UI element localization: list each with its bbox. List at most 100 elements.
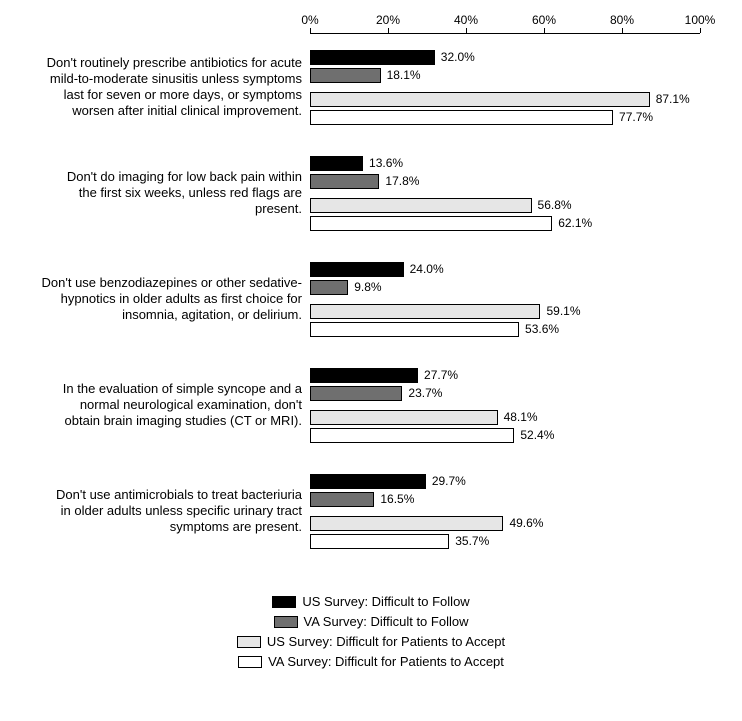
bar [310, 428, 514, 443]
axis-tick-label: 20% [376, 13, 400, 27]
bar-value-label: 24.0% [410, 262, 444, 276]
legend-item: VA Survey: Difficult to Follow [274, 614, 469, 629]
bar [310, 322, 519, 337]
bar-value-label: 49.6% [509, 516, 543, 530]
category-row: Don't use antimicrobials to treat bacter… [10, 458, 310, 564]
bar [310, 474, 426, 489]
bar [310, 50, 435, 65]
bar-row: 87.1% [310, 90, 690, 108]
bar-group: 27.7% 23.7% 48.1% 52.4% [310, 352, 700, 458]
bar [310, 516, 503, 531]
category-label: In the evaluation of simple syncope and … [10, 381, 310, 430]
bar [310, 534, 449, 549]
legend-label: US Survey: Difficult to Follow [302, 594, 469, 609]
bar-row: 35.7% [310, 532, 489, 550]
axis-tick-label: 0% [301, 13, 318, 27]
bar-value-label: 29.7% [432, 474, 466, 488]
bar-row: 56.8% [310, 196, 572, 214]
bar-value-label: 87.1% [656, 92, 690, 106]
bar-value-label: 59.1% [546, 304, 580, 318]
bar-row: 16.5% [310, 490, 414, 508]
bar-row: 48.1% [310, 408, 538, 426]
bar-groups: 32.0% 18.1% 87.1%77.7% 13.6% 17.8% 56.8% 62.1%… [310, 34, 700, 564]
category-label: Don't use benzodiazepines or other sedat… [10, 275, 310, 324]
bar-value-label: 23.7% [408, 386, 442, 400]
bar-row: 49.6% [310, 514, 543, 532]
legend-swatch [237, 636, 261, 648]
bar [310, 68, 381, 83]
bar-row: 9.8% [310, 278, 382, 296]
bar-row: 18.1% [310, 66, 421, 84]
axis-tick [700, 28, 701, 33]
axis-tick-label: 80% [610, 13, 634, 27]
bar-value-label: 18.1% [387, 68, 421, 82]
bar-value-label: 17.8% [385, 174, 419, 188]
legend-swatch [238, 656, 262, 668]
bar-row: 29.7% [310, 472, 466, 490]
bar [310, 410, 498, 425]
bar [310, 386, 402, 401]
legend-label: VA Survey: Difficult to Follow [304, 614, 469, 629]
bar [310, 216, 552, 231]
bar [310, 368, 418, 383]
bar [310, 280, 348, 295]
bar-value-label: 77.7% [619, 110, 653, 124]
axis-tick-label: 60% [532, 13, 556, 27]
bar-row: 23.7% [310, 384, 442, 402]
category-label: Don't do imaging for low back pain withi… [10, 169, 310, 218]
category-label: Don't use antimicrobials to treat bacter… [10, 487, 310, 536]
legend-item: US Survey: Difficult for Patients to Acc… [237, 634, 505, 649]
bar-value-label: 62.1% [558, 216, 592, 230]
bar [310, 110, 613, 125]
bar-row: 59.1% [310, 302, 581, 320]
legend-label: VA Survey: Difficult for Patients to Acc… [268, 654, 504, 669]
bar-group: 13.6% 17.8% 56.8% 62.1% [310, 140, 700, 246]
bar-value-label: 53.6% [525, 322, 559, 336]
bar-value-label: 48.1% [504, 410, 538, 424]
x-axis: 0%20%40%60%80%100% [310, 10, 700, 34]
category-labels-column: Don't routinely prescribe antibiotics fo… [10, 34, 310, 564]
bar-row: 27.7% [310, 366, 458, 384]
plot-area: Don't routinely prescribe antibiotics fo… [10, 34, 732, 564]
bar [310, 92, 650, 107]
bar-value-label: 32.0% [441, 50, 475, 64]
legend-item: US Survey: Difficult to Follow [272, 594, 469, 609]
bar [310, 492, 374, 507]
bars-column: 32.0% 18.1% 87.1%77.7% 13.6% 17.8% 56.8% 62.1%… [310, 34, 700, 564]
legend-swatch [274, 616, 298, 628]
category-row: In the evaluation of simple syncope and … [10, 352, 310, 458]
bar-value-label: 52.4% [520, 428, 554, 442]
bar-value-label: 56.8% [538, 198, 572, 212]
bar-value-label: 13.6% [369, 156, 403, 170]
bar-group: 32.0% 18.1% 87.1%77.7% [310, 34, 700, 140]
axis-tick [388, 28, 389, 33]
bar [310, 304, 540, 319]
axis-tick-label: 40% [454, 13, 478, 27]
bar-row: 17.8% [310, 172, 419, 190]
bar-group: 24.0% 9.8% 59.1% 53.6% [310, 246, 700, 352]
bar-row: 32.0% [310, 48, 475, 66]
bar [310, 198, 532, 213]
bar [310, 156, 363, 171]
category-label: Don't routinely prescribe antibiotics fo… [10, 55, 310, 120]
bar-row: 77.7% [310, 108, 653, 126]
bar-value-label: 16.5% [380, 492, 414, 506]
legend-swatch [272, 596, 296, 608]
bar-group: 29.7% 16.5% 49.6% 35.7% [310, 458, 700, 564]
bar-row: 52.4% [310, 426, 554, 444]
bar-value-label: 35.7% [455, 534, 489, 548]
survey-bar-chart: 0% 20% 40% 60% 80% 100% Don't routinely presc… [10, 10, 732, 669]
axis-tick [622, 28, 623, 33]
axis-tick [310, 28, 311, 33]
legend-item: VA Survey: Difficult for Patients to Acc… [238, 654, 504, 669]
bar-row: 13.6% [310, 154, 403, 172]
axis-tick-label: 100% [685, 13, 716, 27]
bar [310, 174, 379, 189]
legend: US Survey: Difficult to Follow VA Survey:… [10, 594, 732, 669]
axis-tick [466, 28, 467, 33]
bar-row: 62.1% [310, 214, 592, 232]
bar [310, 262, 404, 277]
bar-value-label: 9.8% [354, 280, 381, 294]
bar-value-label: 27.7% [424, 368, 458, 382]
bar-row: 24.0% [310, 260, 444, 278]
